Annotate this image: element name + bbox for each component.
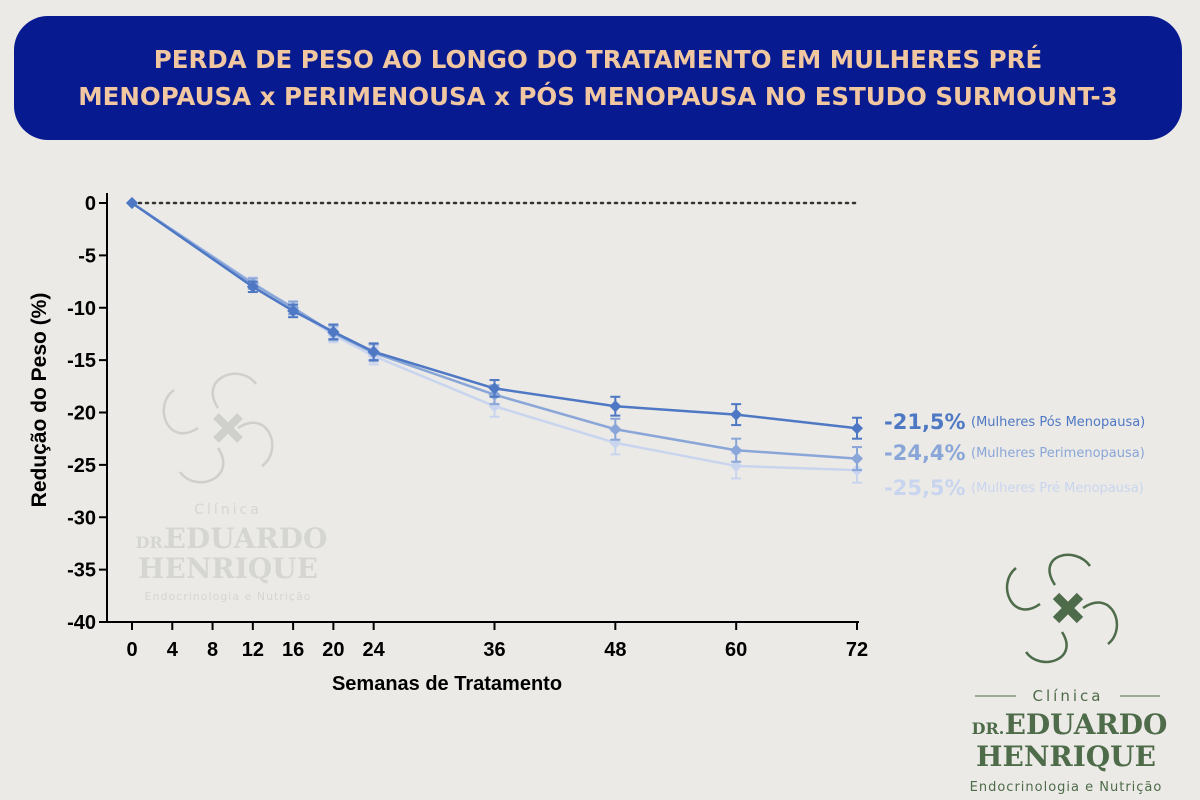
- x-mark-icon: [1052, 592, 1084, 624]
- series-end-name: (Mulheres Perimenopausa): [971, 446, 1145, 461]
- series-line: [131, 201, 858, 472]
- data-point: [851, 422, 863, 435]
- series-end-value: -25,5%: [884, 476, 966, 500]
- watermark-clover-icon: [162, 372, 274, 484]
- series-end-value: -21,5%: [884, 410, 966, 434]
- x-tick-label: 8: [207, 639, 218, 661]
- x-tick-label: 72: [846, 639, 868, 661]
- chart-plot-area: [126, 197, 863, 484]
- watermark-logo: Clínica DR. EDUARDO HENRIQUE Endocrinolo…: [136, 372, 328, 603]
- x-tick-label: 24: [363, 639, 386, 661]
- data-point: [488, 382, 501, 395]
- watermark-dr: DR.: [136, 533, 169, 552]
- data-point: [126, 197, 138, 209]
- watermark-specialty: Endocrinologia e Nutrição: [145, 590, 312, 603]
- data-point: [609, 423, 622, 436]
- y-tick-label: -20: [67, 403, 96, 425]
- data-point: [367, 345, 380, 358]
- series-end-name: (Mulheres Pré Menopausa): [971, 481, 1144, 496]
- x-tick-label: 60: [725, 639, 747, 661]
- data-point: [246, 280, 259, 293]
- data-point: [730, 444, 743, 457]
- chart-end-labels: -21,5% (Mulheres Pós Menopausa) -24,4% (Mul…: [884, 410, 1145, 500]
- watermark-clinic: Clínica: [194, 502, 262, 518]
- series-end-name: (Mulheres Pós Menopausa): [971, 415, 1145, 430]
- clover-icon: [1005, 553, 1119, 664]
- x-tick-label: 20: [322, 639, 344, 661]
- logo-name1: EDUARDO: [1005, 708, 1168, 741]
- logo-clinic: Clínica: [1033, 687, 1104, 705]
- data-point: [327, 325, 340, 338]
- y-tick-label: -10: [67, 298, 96, 320]
- y-tick-label: 0: [85, 193, 96, 215]
- title-banner: PERDA DE PESO AO LONGO DO TRATAMENTO EM …: [14, 16, 1182, 140]
- title-line-2: MENOPAUSA x PERIMENOUSA x PÓS MENOPAUSA …: [78, 82, 1118, 111]
- watermark-name1: EDUARDO: [165, 522, 328, 555]
- y-tick-label: -40: [67, 612, 96, 634]
- logo-dr: DR.: [972, 719, 1005, 738]
- logo-name2: HENRIQUE: [976, 740, 1156, 773]
- y-axis-label: Redução do Peso (%): [28, 293, 51, 508]
- data-point: [730, 459, 743, 472]
- x-tick-label: 16: [282, 639, 304, 661]
- data-point: [851, 452, 863, 465]
- data-point: [287, 304, 300, 317]
- data-point: [730, 408, 743, 421]
- data-point: [609, 400, 622, 413]
- x-axis-label: Semanas de Tratamento: [332, 673, 562, 695]
- x-tick-label: 4: [167, 639, 179, 661]
- y-tick-label: -30: [67, 507, 96, 529]
- series-2: [126, 197, 863, 472]
- x-tick-label: 12: [242, 639, 264, 661]
- watermark-name2: HENRIQUE: [138, 552, 318, 585]
- x-tick-label: 0: [126, 639, 137, 661]
- logo-specialty: Endocrinologia e Nutrição: [970, 780, 1163, 795]
- x-tick-label: 48: [604, 639, 626, 661]
- series-end-value: -24,4%: [884, 441, 966, 465]
- y-tick-label: -15: [67, 350, 96, 372]
- x-tick-label: 36: [483, 639, 505, 661]
- y-tick-label: -5: [78, 245, 96, 267]
- y-tick-label: -25: [67, 455, 96, 477]
- clinic-logo: Clínica DR. EDUARDO HENRIQUE Endocrinolo…: [970, 553, 1168, 795]
- title-line-1: PERDA DE PESO AO LONGO DO TRATAMENTO EM …: [153, 45, 1043, 74]
- chart-axes: 0-5-10-15-20-25-30-35-400 4 8 12 16 20 24 36 48 6…: [67, 193, 868, 661]
- y-tick-label: -35: [67, 560, 96, 582]
- watermark-x-icon: [213, 413, 243, 443]
- series-1: [126, 197, 863, 440]
